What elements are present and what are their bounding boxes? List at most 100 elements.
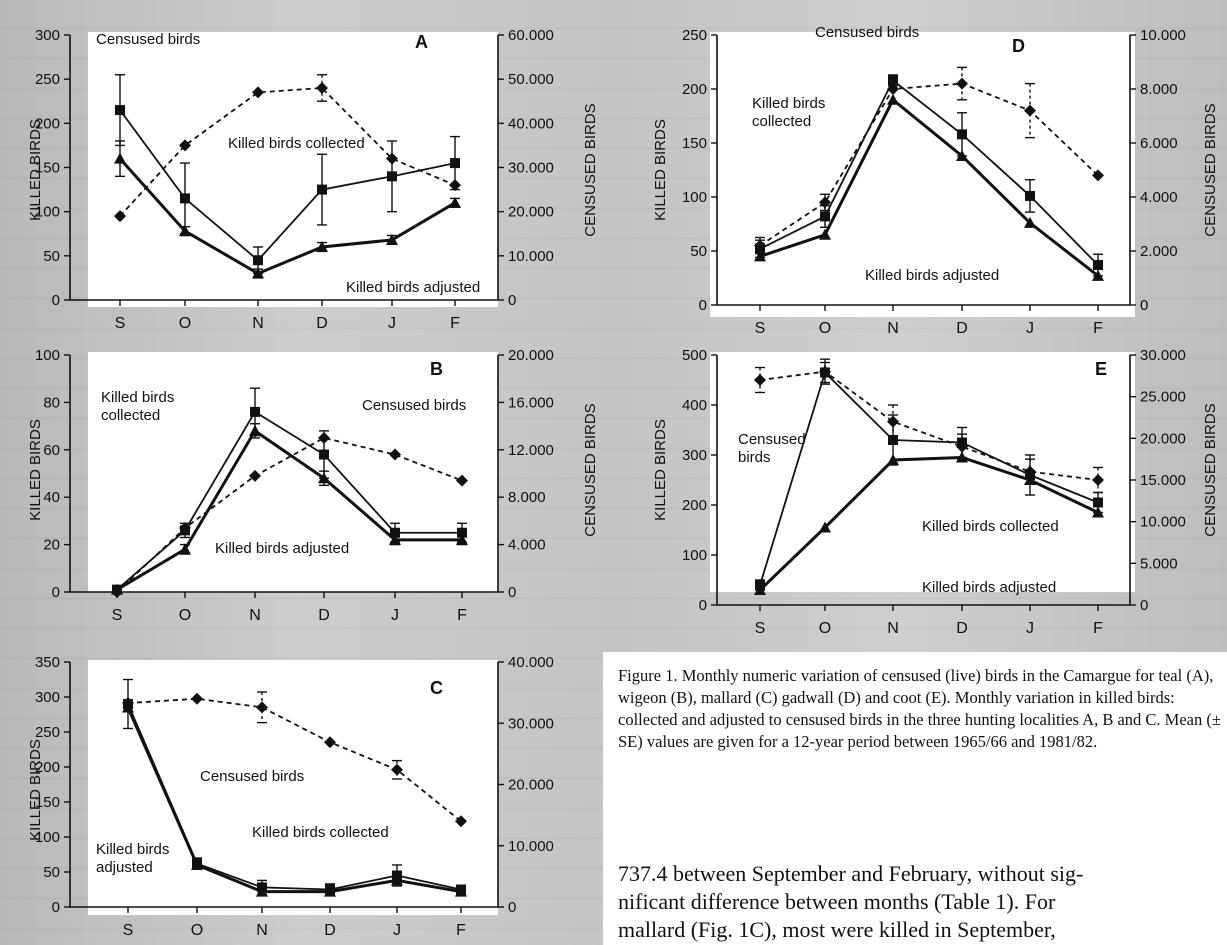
series-collected-point — [820, 211, 830, 222]
annotation-label: Censused birds — [200, 768, 304, 785]
series-adjusted-point — [754, 250, 766, 262]
series-adjusted-point — [1092, 506, 1104, 518]
y2-tick-label: 15.000 — [1140, 472, 1186, 489]
x-tick-label: J — [388, 315, 396, 332]
annotation-label: Killed birds adjusted — [215, 540, 349, 557]
y-axis-title: KILLED BIRDS — [27, 119, 44, 221]
y-tick-label: 80 — [43, 394, 60, 411]
series-collected-point — [1093, 260, 1103, 271]
series-collected-point — [115, 105, 125, 116]
panel-a-background — [88, 32, 498, 307]
y2-tick-label: 60.000 — [508, 27, 554, 44]
y2-tick-label: 30.000 — [508, 715, 554, 732]
y2-axis-title: CENSUSED BIRDS — [1202, 103, 1219, 236]
series-adjusted-point — [887, 93, 899, 105]
annotation-label: adjusted — [96, 859, 153, 876]
y-tick-label: 60 — [43, 442, 60, 459]
y-tick-label: 0 — [52, 584, 60, 601]
x-tick-label: O — [191, 922, 203, 939]
series-adjusted-point — [256, 885, 268, 897]
series-adjusted-point — [316, 241, 328, 252]
series-censused-point — [754, 239, 766, 252]
x-tick-label: D — [956, 620, 968, 637]
series-collected-point — [450, 158, 460, 169]
series-censused-point — [455, 815, 467, 828]
series-collected-point — [457, 527, 467, 538]
y2-tick-label: 4.000 — [1140, 189, 1178, 206]
annotation-label: Killed birds collected — [228, 135, 365, 152]
y-axis-title: KILLED BIRDS — [27, 739, 44, 841]
panel-letter: C — [430, 678, 443, 698]
y-tick-label: 300 — [682, 447, 707, 464]
series-censused-point — [111, 586, 123, 598]
series-adjusted-point — [318, 472, 330, 484]
series-adjusted-point — [114, 152, 126, 164]
x-tick-label: S — [112, 607, 123, 624]
x-tick-label: N — [256, 922, 268, 939]
series-adjusted-point — [1092, 269, 1104, 281]
series-censused-point — [316, 82, 328, 94]
y-tick-label: 250 — [35, 71, 60, 88]
series-adjusted-point — [754, 584, 766, 595]
series-adjusted-line — [758, 455, 1099, 592]
series-censused-point — [956, 77, 968, 90]
y-tick-label: 50 — [690, 243, 707, 260]
series-censused-point — [179, 139, 191, 152]
series-censused-point — [887, 83, 899, 95]
x-tick-label: O — [819, 620, 831, 637]
y2-tick-label: 4.000 — [508, 537, 546, 554]
y2-tick-label: 0 — [1140, 297, 1148, 314]
y-tick-label: 300 — [35, 27, 60, 44]
x-tick-label: N — [249, 607, 261, 624]
y2-tick-label: 20.000 — [508, 204, 554, 221]
x-tick-label: O — [179, 607, 191, 624]
series-adjusted-point — [179, 225, 191, 237]
y-tick-label: 200 — [682, 497, 707, 514]
series-adjusted-point — [389, 533, 401, 545]
series-censused-point — [249, 469, 261, 482]
panel-letter: D — [1012, 36, 1025, 56]
series-adjusted-point — [391, 874, 403, 886]
annotation-label: Killed birds adjusted — [346, 279, 480, 296]
y2-tick-label: 8.000 — [508, 489, 546, 506]
series-collected-point — [250, 406, 260, 417]
series-collected-point — [387, 171, 397, 182]
y2-tick-label: 0 — [508, 584, 516, 601]
x-tick-label: D — [956, 320, 968, 337]
y2-tick-label: 10.000 — [508, 838, 554, 855]
series-adjusted-point — [456, 533, 468, 545]
panel-letter: E — [1095, 359, 1107, 379]
panel-c-background — [88, 660, 498, 915]
series-censused-line — [759, 82, 1099, 247]
y-tick-label: 300 — [35, 689, 60, 706]
series-censused-point — [449, 179, 461, 192]
x-tick-label: F — [456, 922, 466, 939]
series-censused-line — [127, 697, 462, 822]
series-collected-line — [127, 703, 462, 891]
series-collected-point — [1025, 190, 1035, 201]
y2-axis-title: CENSUSED BIRDS — [582, 403, 599, 536]
figure-caption: Figure 1. Monthly numeric variation of c… — [618, 666, 1221, 751]
y-tick-label: 400 — [682, 397, 707, 414]
y2-tick-label: 0 — [508, 899, 516, 916]
y-tick-label: 0 — [52, 899, 60, 916]
series-censused-point — [191, 692, 203, 705]
series-censused-point — [1024, 465, 1036, 478]
chart-a: 0 50 100 150 200 250 300 0 10.000 20.000 30.000 40.… — [27, 27, 599, 332]
y2-tick-label: 20.000 — [508, 347, 554, 364]
y2-axis-title: CENSUSED BIRDS — [1202, 403, 1219, 536]
series-collected-line — [759, 370, 1099, 586]
y-tick-label: 0 — [52, 292, 60, 309]
panel-b-background — [88, 352, 498, 592]
series-censused-point — [114, 210, 126, 223]
y-tick-label: 20 — [43, 537, 60, 554]
series-adjusted-point — [386, 233, 398, 245]
series-collected-line — [119, 109, 456, 262]
annotation-label: Killed birds collected — [252, 824, 389, 841]
series-collected-point — [888, 75, 898, 86]
series-censused-point — [391, 763, 403, 776]
series-censused-point — [252, 86, 264, 99]
series-censused-point — [318, 431, 330, 444]
y-tick-label: 150 — [35, 794, 60, 811]
series-collected-point — [390, 527, 400, 538]
